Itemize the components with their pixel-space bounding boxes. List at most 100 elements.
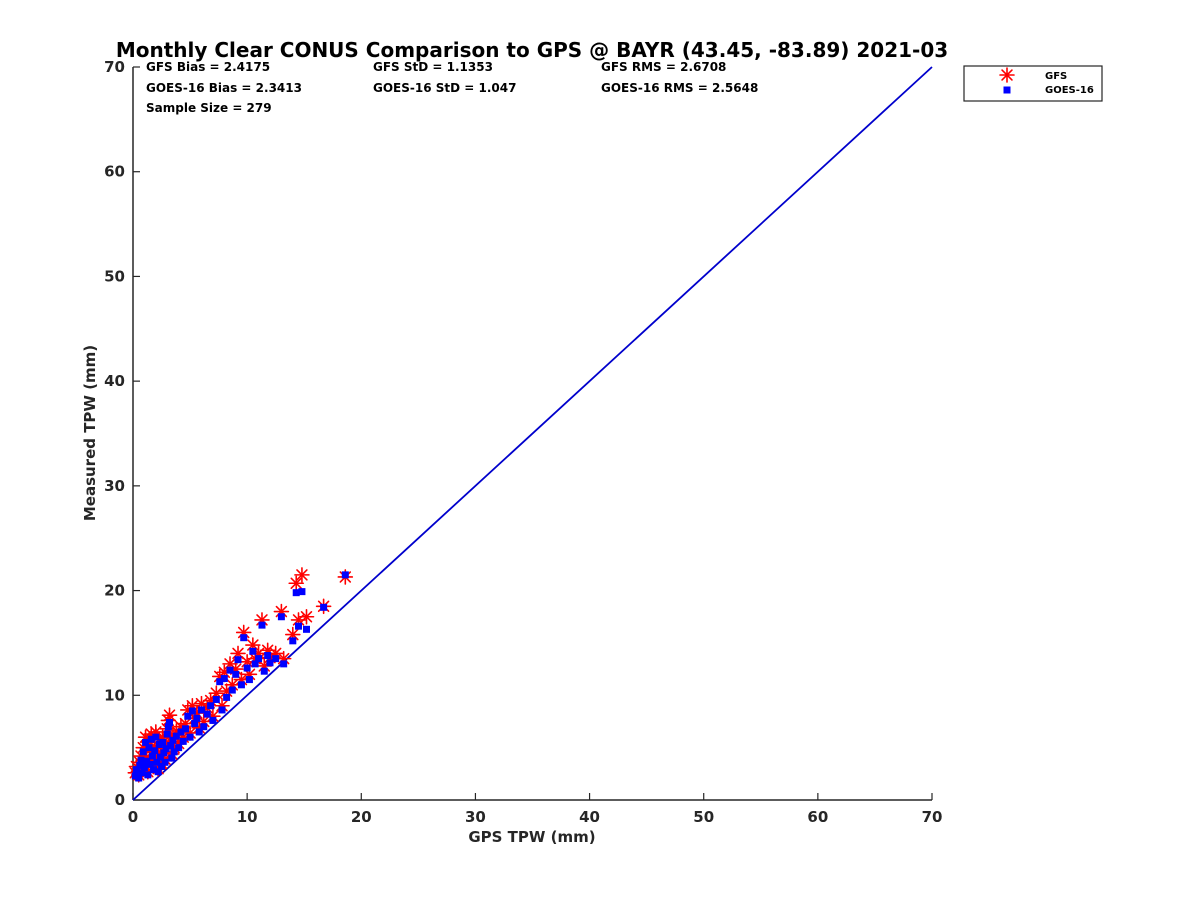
goes16-point xyxy=(175,744,183,752)
goes16-point xyxy=(140,764,148,772)
goes16-point xyxy=(237,681,245,689)
gfs-point xyxy=(298,608,315,625)
goes16-point xyxy=(160,749,168,757)
goes16-point xyxy=(207,702,215,710)
goes16-point xyxy=(135,774,143,782)
goes16-point xyxy=(154,768,162,776)
goes16-point xyxy=(277,613,285,621)
goes16-point xyxy=(150,766,158,774)
goes16-point xyxy=(292,589,300,597)
goes16-point xyxy=(191,720,199,728)
gfs-point xyxy=(288,575,305,592)
goes16-point xyxy=(245,676,253,684)
goes16-point xyxy=(203,710,211,718)
x-tick-label: 50 xyxy=(693,808,714,826)
goes16-point xyxy=(220,675,228,683)
goes16-point xyxy=(320,603,328,611)
goes16-point xyxy=(209,716,217,724)
goes16-point xyxy=(193,714,201,722)
goes16-point xyxy=(266,659,274,667)
goes16-std-text: GOES-16 StD = 1.047 xyxy=(373,81,516,95)
goes16-point xyxy=(232,670,240,678)
goes16-point xyxy=(147,735,155,743)
goes16-point xyxy=(182,725,190,733)
one-to-one-reference-line xyxy=(132,66,933,801)
goes16-point xyxy=(161,758,169,766)
goes16-point xyxy=(177,728,185,736)
data-points xyxy=(127,567,354,783)
y-tick-label: 60 xyxy=(104,163,125,181)
goes16-point xyxy=(137,756,145,764)
y-tick-label: 40 xyxy=(104,372,125,390)
goes16-point xyxy=(153,758,161,766)
goes16-point xyxy=(218,706,226,714)
goes16-point xyxy=(184,712,192,720)
goes16-point xyxy=(170,748,178,756)
goes16-point xyxy=(280,660,288,668)
goes16-point xyxy=(216,678,224,686)
goes16-point xyxy=(138,769,146,777)
axis-ticks: 0 10 20 30 40 50 60 70 0 10 20 30 40 50 60 70 xyxy=(104,58,942,826)
goes16-point xyxy=(152,733,160,741)
x-tick-label: 10 xyxy=(237,808,258,826)
x-tick-label: 0 xyxy=(128,808,138,826)
goes16-point xyxy=(302,625,310,633)
gfs-rms-text: GFS RMS = 2.6708 xyxy=(601,60,726,74)
legend-goes16-square xyxy=(1003,86,1011,94)
legend: GFS GOES-16 xyxy=(963,65,1103,102)
goes16-point xyxy=(169,736,177,744)
goes16-point xyxy=(272,655,280,663)
goes16-point xyxy=(264,651,272,659)
legend-goes16-marker xyxy=(1003,86,1011,94)
goes16-point xyxy=(260,667,268,675)
goes16-point xyxy=(223,693,231,701)
goes16-point xyxy=(341,571,349,579)
y-tick-label: 20 xyxy=(104,582,125,600)
goes16-point xyxy=(195,728,203,736)
y-axis-label: Measured TPW (mm) xyxy=(81,345,99,521)
goes16-point xyxy=(200,723,208,731)
goes16-point xyxy=(164,723,172,731)
goes16-point xyxy=(212,695,220,703)
goes16-point xyxy=(255,655,263,663)
legend-goes16-label: GOES-16 xyxy=(1045,85,1094,96)
goes16-point xyxy=(158,762,166,770)
goes16-point xyxy=(142,738,150,746)
goes16-point xyxy=(132,766,140,774)
goes16-point xyxy=(159,738,167,746)
goes16-point xyxy=(166,719,174,727)
goes16-point xyxy=(226,666,234,674)
y-tick-label: 50 xyxy=(104,267,125,285)
goes16-point xyxy=(295,622,303,630)
x-tick-label: 70 xyxy=(922,808,943,826)
goes16-point xyxy=(186,733,194,741)
legend-gfs-label: GFS xyxy=(1045,71,1067,82)
goes16-point xyxy=(251,660,259,668)
plot-area: 0 10 20 30 40 50 60 70 0 10 20 30 40 50 60 70 xyxy=(104,58,942,826)
y-tick-label: 30 xyxy=(104,477,125,495)
sample-size-text: Sample Size = 279 xyxy=(146,101,272,115)
goes16-point xyxy=(258,621,266,629)
goes16-point xyxy=(146,760,154,768)
gfs-point xyxy=(294,567,310,583)
y-tick-label: 0 xyxy=(115,791,125,809)
goes16-point xyxy=(162,745,170,753)
legend-gfs-asterisk xyxy=(999,67,1015,83)
x-tick-label: 20 xyxy=(351,808,372,826)
goes16-point xyxy=(298,588,306,596)
gfs-bias-text: GFS Bias = 2.4175 xyxy=(146,60,270,74)
x-tick-label: 30 xyxy=(465,808,486,826)
statistics-block: GFS Bias = 2.4175 GFS StD = 1.1353 GFS R… xyxy=(146,60,758,115)
goes16-rms-text: GOES-16 RMS = 2.5648 xyxy=(601,81,758,95)
x-axis-label: GPS TPW (mm) xyxy=(468,828,595,846)
y-tick-label: 10 xyxy=(104,686,125,704)
goes16-point xyxy=(156,753,164,761)
goes16-point xyxy=(234,656,242,664)
goes16-point xyxy=(168,754,176,762)
legend-box xyxy=(963,65,1103,102)
goes16-point xyxy=(144,771,152,779)
legend-gfs-marker xyxy=(999,67,1015,83)
goes16-point xyxy=(163,730,171,738)
chart-title: Monthly Clear CONUS Comparison to GPS @ … xyxy=(116,38,948,62)
